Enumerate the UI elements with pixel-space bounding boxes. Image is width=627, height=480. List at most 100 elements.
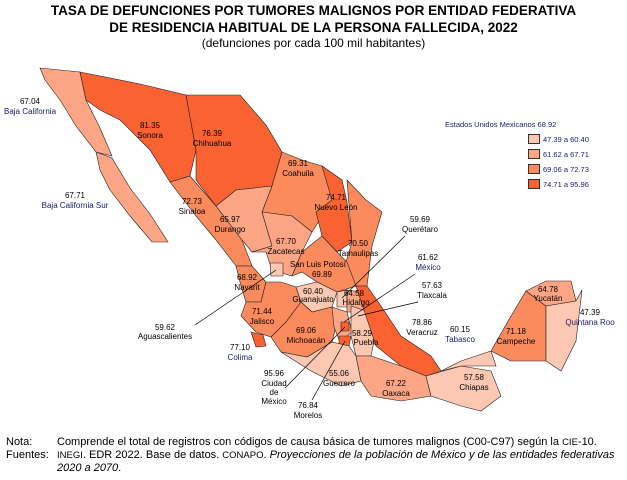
value-label-quintana-roo: 47.39 [580, 308, 601, 317]
legend-label: 47.39 a 60.40 [543, 134, 589, 144]
value-label-coahuila: 69.31 [288, 159, 309, 168]
leader-line-tlaxcala [357, 301, 419, 317]
leader-line-queretaro [341, 235, 406, 299]
legend-label: 74.71 a 95.96 [543, 179, 589, 189]
state-name-nayarit: Nayarit [234, 283, 260, 292]
state-veracruz [355, 285, 442, 377]
notes: Nota: Comprende el total de registros co… [6, 436, 626, 475]
leader-line-ciudad-de-mexico [284, 326, 346, 389]
value-label-jalisco: 71.44 [252, 307, 273, 316]
value-label-mexico: 61.62 [418, 253, 439, 262]
state-name-sinaloa: Sinaloa [179, 207, 206, 216]
value-label-michoacan: 69.06 [296, 326, 317, 335]
value-label-san-luis-potosi: 69.89 [312, 270, 333, 279]
legend-swatch [528, 179, 540, 189]
state-colima [250, 331, 267, 348]
value-label-nuevo-leon: 74.71 [326, 193, 347, 202]
value-label-colima: 77.10 [230, 343, 251, 352]
state-name-colima: Colima [228, 353, 253, 362]
state-name-part: de [270, 388, 279, 397]
state-name-coahuila: Coahuila [282, 169, 314, 178]
map-title-line2: DE RESIDENCIA HABITUAL DE LA PERSONA FAL… [109, 20, 518, 35]
leader-line-mexico [343, 273, 416, 323]
value-label-baja-california: 67.04 [20, 97, 41, 106]
state-name-nuevo-leon: Nuevo León [314, 203, 357, 212]
state-name-baja-california-sur: Baja California Sur [42, 201, 109, 210]
value-label-sonora: 81.35 [140, 121, 161, 130]
state-name-aguascalientes: Aguascalientes [138, 332, 192, 341]
state-name-veracruz: Veracruz [406, 328, 438, 337]
state-name-tlaxcala: Tlaxcala [417, 291, 447, 300]
state-name-sonora: Sonora [137, 131, 163, 140]
value-label-veracruz: 78.86 [412, 318, 433, 327]
state-name-jalisco: Jalisco [250, 317, 275, 326]
legend-swatch [528, 164, 540, 174]
value-label-puebla: 58.29 [352, 329, 373, 338]
value-label-tlaxcala: 57.63 [422, 281, 443, 290]
state-name-chiapas: Chiapas [459, 383, 488, 392]
map-subtitle: (defunciones por cada 100 mil habitantes… [201, 36, 426, 50]
state-yucatan [525, 280, 577, 307]
state-name-chihuahua: Chihuahua [193, 139, 232, 148]
value-label-aguascalientes: 59.62 [155, 323, 176, 332]
state-name-yucatan: Yucatán [534, 294, 563, 303]
legend-swatch [528, 134, 540, 144]
state-name-guerrero: Guerrero [323, 379, 356, 388]
value-label-queretaro: 59.69 [410, 215, 431, 224]
state-san-luis-potosi [291, 235, 357, 293]
value-label-morelos: 76.84 [298, 401, 319, 410]
map-title-line1: TASA DE DEFUNCIONES POR TUMORES MALIGNOS… [50, 3, 577, 18]
state-name-zacatecas: Zacatecas [268, 247, 305, 256]
state-tabasco [440, 350, 497, 372]
state-name-puebla: Puebla [354, 338, 379, 347]
value-label-zacatecas: 67.70 [276, 237, 297, 246]
value-label-guerrero: 55.06 [329, 369, 350, 378]
state-name-mexico: México [415, 263, 441, 272]
state-aguascalientes [269, 262, 284, 277]
legend-swatch [528, 149, 540, 159]
value-label-chiapas: 57.58 [464, 373, 485, 382]
state-name-tamaulipas: Tamaulipas [338, 249, 378, 258]
legend-item: 47.39 a 60.40 [528, 134, 589, 144]
state-name-michoacan: Michoacán [287, 336, 326, 345]
value-label-sinaloa: 72.73 [182, 197, 203, 206]
leader-line-morelos [311, 340, 346, 401]
value-label-baja-california-sur: 67.71 [65, 191, 86, 200]
value-label-durango: 65.97 [220, 215, 241, 224]
value-label-hidalgo: 64.58 [344, 289, 365, 298]
state-name-morelos: Morelos [294, 411, 322, 420]
nota-label: Nota: [6, 436, 33, 448]
legend-item: 69.06 a 72.73 [528, 164, 589, 174]
legend-item: 74.71 a 95.96 [528, 179, 589, 189]
state-name-baja-california: Baja California [4, 107, 57, 116]
state-name-part: México [261, 397, 287, 406]
value-label-oaxaca: 67.22 [386, 379, 407, 388]
nota-text: Comprende el total de registros con códi… [57, 436, 597, 448]
state-baja-california-sur [95, 151, 169, 243]
value-label-campeche: 71.18 [506, 327, 527, 336]
state-name-campeche: Campeche [497, 337, 536, 346]
state-quintana-roo [545, 289, 583, 372]
legend-label: 69.06 a 72.73 [543, 164, 589, 174]
value-label-ciudad-de-mexico: 95.96 [264, 369, 285, 378]
legend-item: 61.62 a 67.71 [528, 149, 589, 159]
state-name-quintana-roo: Quintana Roo [565, 318, 615, 327]
state-name-hidalgo: Hidalgo [342, 298, 370, 307]
value-label-chihuahua: 76.39 [202, 129, 223, 138]
state-name-oaxaca: Oaxaca [382, 389, 410, 398]
state-tamaulipas [345, 179, 383, 287]
state-name-durango: Durango [215, 225, 246, 234]
value-label-tamaulipas: 70.50 [348, 239, 369, 248]
state-name-tabasco: Tabasco [445, 335, 475, 344]
value-label-tabasco: 60.15 [450, 325, 471, 334]
fuentes-text: INEGI. EDR 2022. Base de datos. CONAPO. … [57, 449, 615, 474]
value-label-yucatan: 64.78 [538, 285, 559, 294]
legend-label: 61.62 a 67.71 [543, 149, 589, 159]
state-name-guanajuato: Guanajuato [292, 295, 334, 304]
legend-national-value: Estados Unidos Mexicanos 68.92 [445, 120, 557, 129]
state-name-san-luis-potosi: San Luis Potosí [290, 260, 347, 269]
state-name-ciudad-de-mexico: Ciudad [261, 379, 286, 388]
state-chiapas [425, 365, 502, 412]
value-label-guanajuato: 60.40 [303, 287, 324, 296]
